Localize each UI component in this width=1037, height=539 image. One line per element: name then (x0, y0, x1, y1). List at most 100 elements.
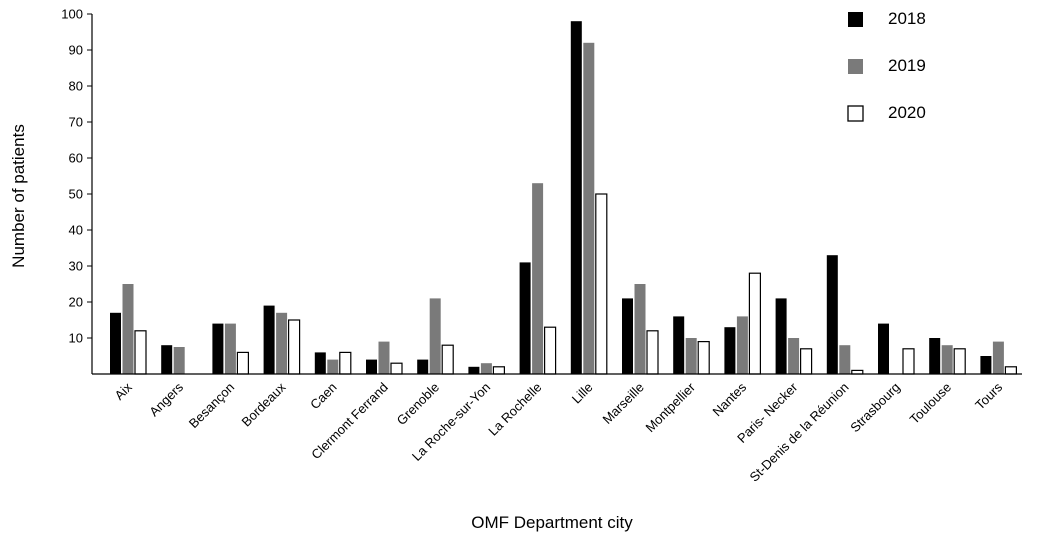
legend-label: 2020 (888, 103, 926, 122)
bar-2019 (378, 341, 390, 374)
bar-2018 (519, 262, 531, 374)
y-tick-label: 80 (69, 79, 83, 94)
x-tick-label: St-Denis de la Réunion (747, 380, 852, 485)
bar-group (161, 345, 185, 374)
bar-2018 (212, 323, 224, 374)
x-tick-label: Toulouse (907, 380, 954, 427)
bar-group (622, 284, 659, 375)
bar-group (519, 183, 557, 375)
bar-2019 (224, 323, 236, 374)
y-axis: 10 20 30 40 50 60 70 80 90 100 (61, 7, 93, 374)
bar-2018 (570, 21, 582, 374)
bar-2020 (543, 326, 557, 375)
x-tick-label: Caen (307, 380, 340, 413)
bar-group (724, 272, 762, 375)
legend-label: 2019 (888, 56, 926, 75)
bar-2019 (276, 312, 288, 374)
bar-group (929, 338, 966, 375)
x-tick-label: Angers (146, 379, 186, 419)
bar-2018 (929, 338, 941, 374)
bar-group (417, 298, 454, 375)
bar-2018 (417, 359, 429, 374)
bar-group (110, 284, 147, 375)
legend-swatch (848, 59, 863, 74)
y-axis-title: Number of patients (9, 124, 28, 268)
bar-2019 (327, 359, 339, 374)
x-tick-label: Montpellier (642, 379, 698, 435)
x-tick-label: Besançon (186, 380, 237, 431)
bar-2019 (634, 284, 646, 374)
bar-2018 (263, 305, 275, 374)
y-tick-label: 100 (61, 7, 83, 22)
bar-2019 (532, 183, 544, 374)
bar-2020 (288, 319, 301, 375)
bar-2018 (724, 327, 736, 374)
bar-2019 (685, 338, 697, 374)
bar-2019 (480, 363, 492, 374)
bar-2020 (646, 330, 659, 375)
x-tick-label: Nantes (710, 379, 750, 419)
x-tick-label: La Rochelle (485, 380, 544, 439)
bar-2020 (953, 348, 966, 375)
legend-label: 2018 (888, 9, 926, 28)
bar-2020 (595, 193, 608, 375)
bar-2019 (788, 338, 800, 374)
legend-item: 2018 (848, 9, 926, 28)
bar-2018 (775, 298, 787, 374)
bar-2018 (161, 345, 173, 374)
bar-2018 (622, 298, 633, 374)
bar-2018 (980, 356, 992, 374)
bar-2020 (1004, 366, 1018, 375)
bar-group (314, 351, 352, 375)
y-tick-label: 90 (69, 43, 83, 58)
bar-2019 (122, 284, 134, 374)
bar-2018 (366, 359, 377, 374)
y-tick-label: 70 (69, 115, 83, 130)
bar-2018 (878, 323, 889, 374)
bar-group (775, 298, 813, 375)
bar-2020 (697, 341, 710, 375)
bar-2020 (799, 348, 813, 375)
x-tick-label: Strasbourg (847, 380, 903, 436)
bar-2019 (941, 345, 953, 374)
y-tick-label: 40 (69, 223, 83, 238)
bar-group (826, 255, 864, 375)
bar-2020 (134, 330, 147, 375)
bar-2020 (748, 272, 762, 375)
bars (110, 21, 1018, 375)
bar-2018 (314, 352, 326, 374)
bar-2018 (110, 312, 121, 374)
legend-swatch (847, 105, 864, 122)
legend-item: 2019 (848, 56, 926, 75)
y-tick-label: 60 (69, 151, 83, 166)
y-tick-label: 20 (69, 295, 83, 310)
bar-2020 (492, 366, 505, 375)
bar-2019 (992, 341, 1004, 374)
x-axis-title: OMF Department city (471, 513, 633, 532)
bar-group (263, 305, 301, 375)
bar-group (570, 21, 608, 375)
bar-2019 (583, 42, 595, 375)
x-tick-label: Grenoble (394, 380, 442, 428)
x-tick-label: Marseille (599, 380, 646, 427)
bar-group (366, 341, 403, 375)
legend-swatch (848, 12, 863, 27)
x-tick-label: Lille (569, 380, 596, 407)
x-tick-label: Tours (972, 379, 1005, 412)
bar-group (673, 316, 710, 375)
bar-2020 (236, 351, 249, 375)
legend-item: 2020 (847, 103, 926, 122)
bar-2020 (339, 351, 352, 375)
bar-2019 (839, 345, 851, 374)
y-tick-label: 30 (69, 259, 83, 274)
bar-2018 (673, 316, 685, 374)
y-tick-label: 50 (69, 187, 83, 202)
bar-group (212, 323, 249, 375)
bar-2020 (441, 344, 454, 375)
bar-2020 (390, 362, 403, 375)
x-tick-label: Aix (111, 379, 135, 403)
bar-2019 (429, 298, 441, 374)
